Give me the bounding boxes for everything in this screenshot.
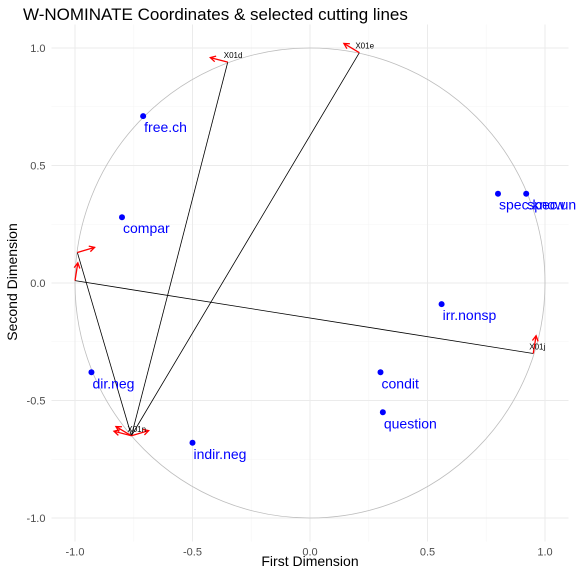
cutting-line-label: X01e [355, 42, 374, 51]
data-point [119, 214, 125, 221]
data-point [495, 190, 501, 197]
arrow-head [142, 428, 150, 436]
arrow-head [209, 55, 217, 63]
chart-title: W-NOMINATE Coordinates & selected cuttin… [23, 5, 408, 24]
data-point [379, 409, 386, 416]
unit-circle [74, 47, 546, 519]
y-tick-label: 1.0 [30, 43, 45, 55]
point-label: compar [123, 220, 170, 236]
cutting-line [131, 52, 360, 436]
arrow-head [88, 245, 96, 253]
point-label: dir.neg [92, 375, 134, 391]
y-tick-label: -0.5 [27, 396, 46, 408]
arrow-head [531, 334, 539, 342]
data-point [88, 369, 95, 376]
data-point [377, 369, 384, 376]
arrow-head [114, 425, 122, 433]
normal-arrow [131, 430, 149, 437]
arrow-head [73, 261, 81, 269]
point-label: free.ch [144, 119, 187, 135]
data-point [523, 190, 530, 197]
x-tick-label: 0.0 [302, 547, 317, 559]
point-label: condit [382, 375, 419, 391]
data-point [189, 439, 196, 446]
normal-arrow [77, 246, 95, 254]
cutting-line [76, 252, 132, 436]
major-grid [51, 24, 569, 542]
cutting-line-label: X01d [224, 51, 243, 60]
y-tick-label: 0.5 [30, 161, 45, 173]
point-label: indir.neg [194, 446, 247, 462]
normal-arrow [115, 425, 132, 437]
x-tick-label: 0.5 [420, 547, 435, 559]
cutting-line [131, 62, 229, 436]
x-axis-label: First Dimension [261, 553, 358, 569]
point-label: spec.unkn [527, 197, 576, 213]
x-tick-label: 1.0 [537, 547, 552, 559]
data-point [438, 301, 445, 308]
normal-arrow [343, 42, 360, 54]
normal-arrow [532, 335, 537, 354]
y-tick-label: -1.0 [27, 513, 46, 525]
y-tick-label: 0.0 [30, 278, 45, 290]
cutting-line-label: X01j [529, 343, 545, 352]
x-axis-ticks: -1.0 -0.5 0.0 0.5 1.0 [66, 547, 553, 559]
normal-arrow [113, 430, 132, 437]
x-tick-label: -1.0 [66, 547, 85, 559]
data-point [140, 113, 147, 120]
normal-arrow [74, 262, 79, 281]
point-label: question [384, 415, 437, 431]
point-label: spec.know [499, 197, 566, 213]
arrow-head [342, 42, 350, 49]
x-tick-label: -0.5 [183, 547, 202, 559]
cutting-lines: X01d X01e X01j X01n [73, 42, 545, 437]
cutting-line-label: X01n [127, 425, 146, 434]
y-axis-ticks: -1.0 -0.5 0.0 0.5 1.0 [27, 43, 46, 525]
normal-arrow [210, 56, 228, 63]
cutting-line [74, 280, 534, 354]
y-axis-label: Second Dimension [4, 223, 20, 341]
point-label: irr.nonsp [443, 307, 497, 323]
